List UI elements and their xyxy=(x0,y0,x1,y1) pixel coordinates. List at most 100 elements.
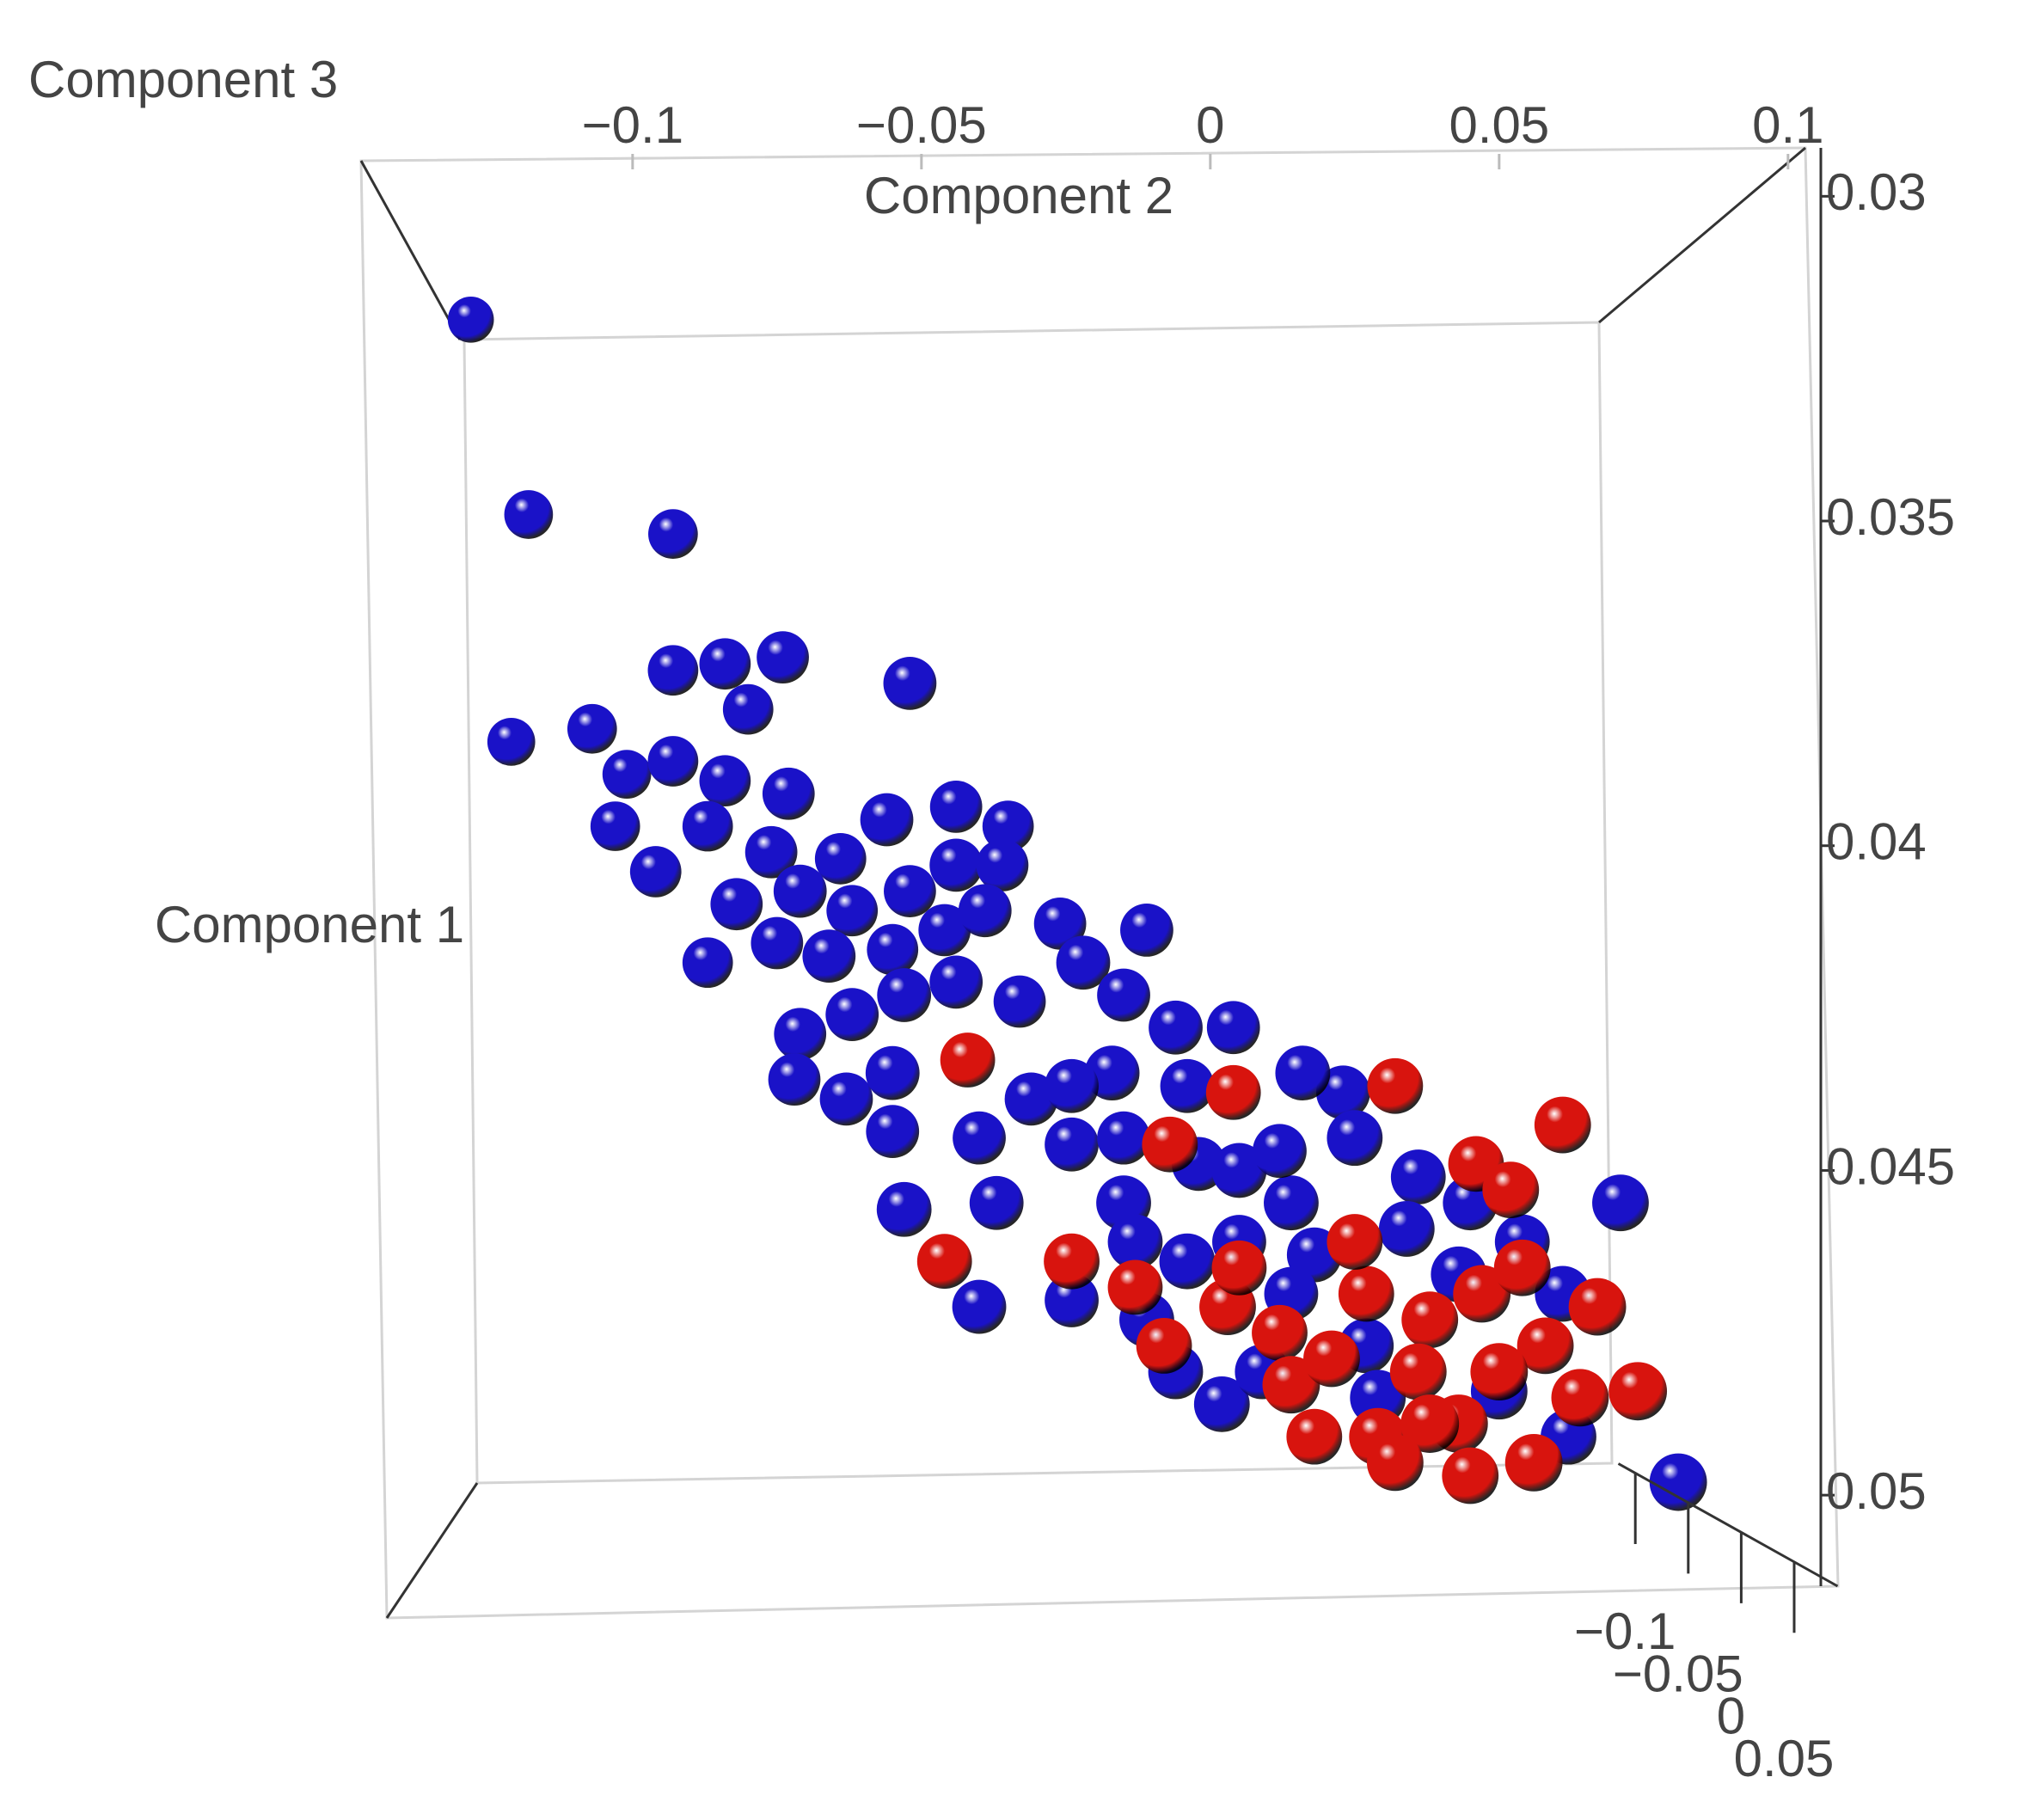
point xyxy=(682,937,733,989)
point xyxy=(774,1008,827,1061)
point xyxy=(867,923,919,976)
point xyxy=(504,490,554,539)
point xyxy=(1275,1045,1331,1101)
point xyxy=(976,839,1029,892)
z-tick-label: −0.1 xyxy=(1574,1602,1676,1660)
z-tick-label: 0.05 xyxy=(1734,1730,1835,1787)
point xyxy=(918,904,971,957)
box-edge xyxy=(1598,146,1806,324)
point xyxy=(1338,1265,1394,1322)
inner-frame xyxy=(463,321,1614,1485)
point xyxy=(722,683,774,735)
box-edge xyxy=(359,160,462,340)
point xyxy=(773,864,827,918)
x-tick-label: 0.05 xyxy=(1449,96,1549,154)
point xyxy=(1327,1110,1383,1167)
point xyxy=(1442,1447,1499,1504)
point xyxy=(1252,1304,1308,1361)
point xyxy=(1316,1065,1370,1120)
point xyxy=(1389,1343,1447,1400)
point xyxy=(567,703,617,754)
y-tick-label: 0.05 xyxy=(1826,1462,1927,1520)
point xyxy=(1149,1000,1203,1055)
point xyxy=(1044,1233,1100,1290)
point xyxy=(1097,968,1150,1022)
point xyxy=(929,838,983,892)
point xyxy=(751,916,804,970)
points xyxy=(447,297,1707,1511)
point xyxy=(1193,1376,1250,1432)
point xyxy=(940,1033,996,1088)
z-tick-label: −0.05 xyxy=(1613,1645,1743,1702)
point xyxy=(802,929,856,984)
point xyxy=(768,1053,821,1106)
point xyxy=(1033,898,1087,950)
point xyxy=(1004,1072,1058,1126)
point xyxy=(1592,1174,1649,1232)
point xyxy=(826,885,879,937)
point xyxy=(1045,1273,1099,1327)
point xyxy=(590,801,640,851)
point xyxy=(647,736,699,787)
box xyxy=(359,146,1840,1620)
point xyxy=(982,800,1034,852)
point xyxy=(1205,1064,1261,1120)
point xyxy=(648,509,698,559)
point xyxy=(1608,1362,1668,1421)
point xyxy=(1493,1239,1551,1296)
x-axis-title: Component 2 xyxy=(864,167,1173,224)
point xyxy=(1120,904,1173,957)
point xyxy=(1568,1278,1627,1336)
point xyxy=(1211,1240,1267,1296)
point xyxy=(1286,1408,1343,1465)
point xyxy=(1136,1317,1192,1374)
point xyxy=(1056,935,1111,990)
z-axis-title: Component 1 xyxy=(155,896,464,953)
point xyxy=(1253,1124,1307,1179)
point xyxy=(929,955,983,1009)
point xyxy=(1470,1343,1529,1401)
point xyxy=(1160,1058,1215,1113)
box-edge xyxy=(385,1482,479,1619)
z-axis-line xyxy=(1617,1462,1839,1588)
y-tick-label: 0.04 xyxy=(1826,813,1927,871)
point xyxy=(814,832,867,885)
point xyxy=(876,1181,932,1237)
point xyxy=(860,793,914,847)
point xyxy=(1107,1259,1163,1315)
point xyxy=(1366,1434,1424,1492)
point xyxy=(1378,1201,1435,1257)
point xyxy=(866,1105,920,1158)
point xyxy=(1400,1394,1460,1453)
point xyxy=(1159,1233,1216,1290)
x-tick-label: 0 xyxy=(1196,96,1224,154)
z-tick-label: 0 xyxy=(1717,1688,1745,1745)
point xyxy=(819,1072,873,1126)
point xyxy=(629,846,682,898)
point xyxy=(602,750,652,799)
y-axis-title: Component 3 xyxy=(28,51,338,108)
point xyxy=(1142,1116,1198,1173)
point xyxy=(1211,1143,1267,1198)
point xyxy=(1504,1433,1563,1492)
point xyxy=(1649,1453,1707,1511)
y-tick-label: 0.045 xyxy=(1826,1137,1955,1195)
point xyxy=(865,1045,920,1100)
point xyxy=(1390,1149,1446,1204)
point xyxy=(825,988,879,1042)
point xyxy=(1482,1161,1540,1219)
point xyxy=(883,657,937,710)
point xyxy=(1206,1001,1260,1055)
point xyxy=(447,297,494,343)
point xyxy=(1107,1214,1163,1270)
point xyxy=(1516,1317,1574,1375)
outer-frame xyxy=(359,146,1840,1620)
x-tick-label: −0.05 xyxy=(856,96,987,154)
point xyxy=(877,968,932,1022)
point xyxy=(699,638,751,690)
point xyxy=(1097,1111,1150,1165)
point xyxy=(953,1111,1006,1165)
point xyxy=(1534,1096,1591,1154)
